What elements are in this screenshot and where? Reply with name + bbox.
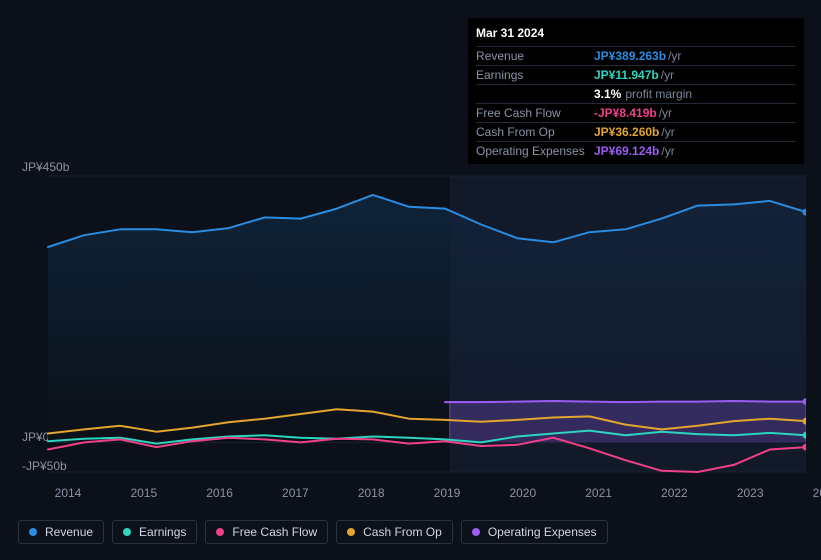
tooltip-row: EarningsJP¥11.947b /yr xyxy=(476,65,796,84)
tooltip-label: Earnings xyxy=(476,68,594,82)
tooltip-unit: /yr xyxy=(668,49,681,63)
legend-item-revenue[interactable]: Revenue xyxy=(18,520,104,544)
x-axis-year: 2016 xyxy=(206,486,233,500)
chart-tooltip: Mar 31 2024 RevenueJP¥389.263b /yrEarnin… xyxy=(468,18,804,164)
tooltip-row: 3.1% profit margin xyxy=(476,84,796,103)
tooltip-unit: /yr xyxy=(661,68,674,82)
legend-swatch xyxy=(123,528,131,536)
legend-label: Operating Expenses xyxy=(488,525,597,539)
tooltip-unit: /yr xyxy=(659,106,672,120)
tooltip-value: JP¥11.947b xyxy=(594,68,659,82)
tooltip-label: Free Cash Flow xyxy=(476,106,594,120)
x-axis-year: 2024 xyxy=(813,486,821,500)
legend-swatch xyxy=(472,528,480,536)
tooltip-row: RevenueJP¥389.263b /yr xyxy=(476,46,796,65)
legend-item-cash-from-op[interactable]: Cash From Op xyxy=(336,520,453,544)
financials-chart[interactable] xyxy=(18,160,806,480)
tooltip-margin-label: profit margin xyxy=(625,87,692,101)
x-axis-year: 2020 xyxy=(509,486,536,500)
x-axis-year: 2019 xyxy=(434,486,461,500)
tooltip-unit: /yr xyxy=(661,144,674,158)
tooltip-value: JP¥389.263b xyxy=(594,49,666,63)
x-axis: 2014 2015 2016 2017 2018 2019 2020 2021 2022 2023… xyxy=(48,486,806,502)
tooltip-row: Free Cash Flow-JP¥8.419b /yr xyxy=(476,103,796,122)
x-axis-year: 2022 xyxy=(661,486,688,500)
legend-item-earnings[interactable]: Earnings xyxy=(112,520,197,544)
tooltip-row: Cash From OpJP¥36.260b /yr xyxy=(476,122,796,141)
x-axis-year: 2017 xyxy=(282,486,309,500)
tooltip-value: -JP¥8.419b xyxy=(594,106,657,120)
tooltip-value: JP¥69.124b xyxy=(594,144,659,158)
tooltip-label: Operating Expenses xyxy=(476,144,594,158)
legend-label: Cash From Op xyxy=(363,525,442,539)
tooltip-value: JP¥36.260b xyxy=(594,125,659,139)
tooltip-row: Operating ExpensesJP¥69.124b /yr xyxy=(476,141,796,160)
x-axis-year: 2023 xyxy=(737,486,764,500)
tooltip-margin: 3.1% xyxy=(594,87,621,101)
tooltip-label: Revenue xyxy=(476,49,594,63)
x-axis-year: 2018 xyxy=(358,486,385,500)
legend-item-free-cash-flow[interactable]: Free Cash Flow xyxy=(205,520,328,544)
legend-label: Revenue xyxy=(45,525,93,539)
legend-swatch xyxy=(29,528,37,536)
tooltip-label: Cash From Op xyxy=(476,125,594,139)
legend-label: Earnings xyxy=(139,525,186,539)
legend-swatch xyxy=(216,528,224,536)
tooltip-unit: /yr xyxy=(661,125,674,139)
chart-legend: Revenue Earnings Free Cash Flow Cash From O… xyxy=(18,520,608,544)
legend-label: Free Cash Flow xyxy=(232,525,317,539)
legend-item-operating-expenses[interactable]: Operating Expenses xyxy=(461,520,608,544)
legend-swatch xyxy=(347,528,355,536)
x-axis-year: 2014 xyxy=(55,486,82,500)
tooltip-date: Mar 31 2024 xyxy=(476,24,796,46)
x-axis-year: 2021 xyxy=(585,486,612,500)
x-axis-year: 2015 xyxy=(130,486,157,500)
